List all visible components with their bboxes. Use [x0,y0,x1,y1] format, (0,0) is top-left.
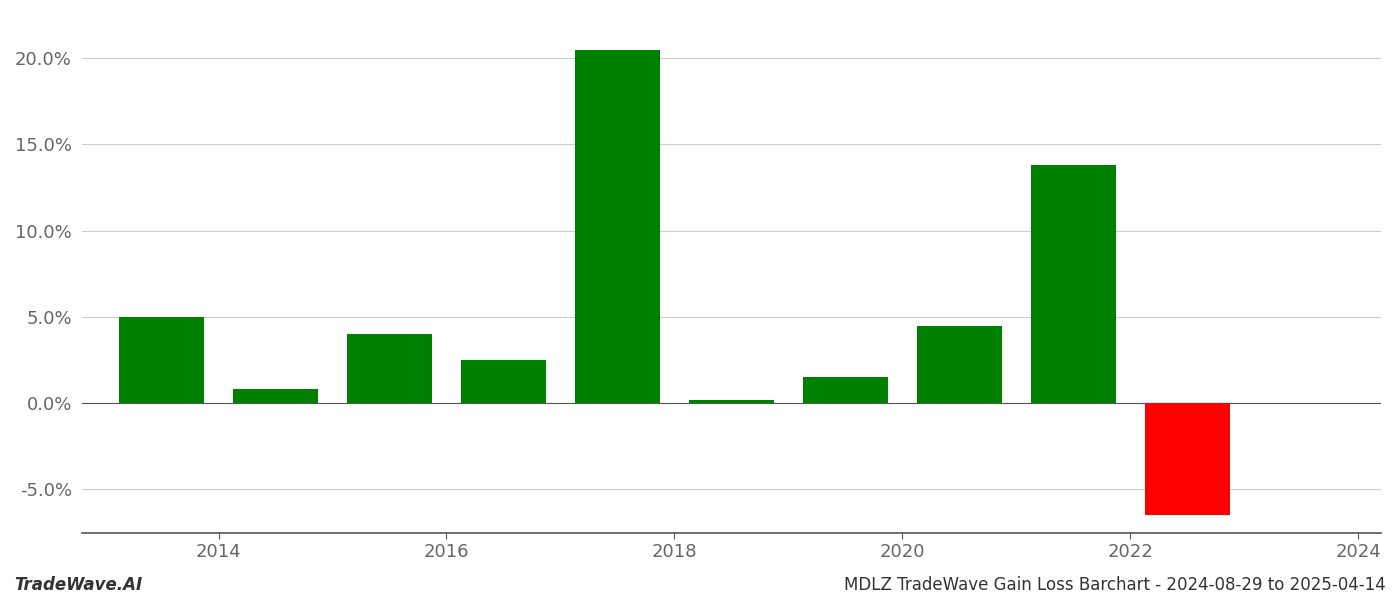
Bar [802,377,888,403]
Text: MDLZ TradeWave Gain Loss Barchart - 2024-08-29 to 2025-04-14: MDLZ TradeWave Gain Loss Barchart - 2024… [844,576,1386,594]
Bar [689,400,774,403]
Bar [1145,403,1231,515]
Bar [347,334,433,403]
Bar [917,326,1002,403]
Bar [1030,165,1116,403]
Bar [461,360,546,403]
Bar [575,50,661,403]
Bar [119,317,204,403]
Bar [232,389,318,403]
Text: TradeWave.AI: TradeWave.AI [14,576,143,594]
